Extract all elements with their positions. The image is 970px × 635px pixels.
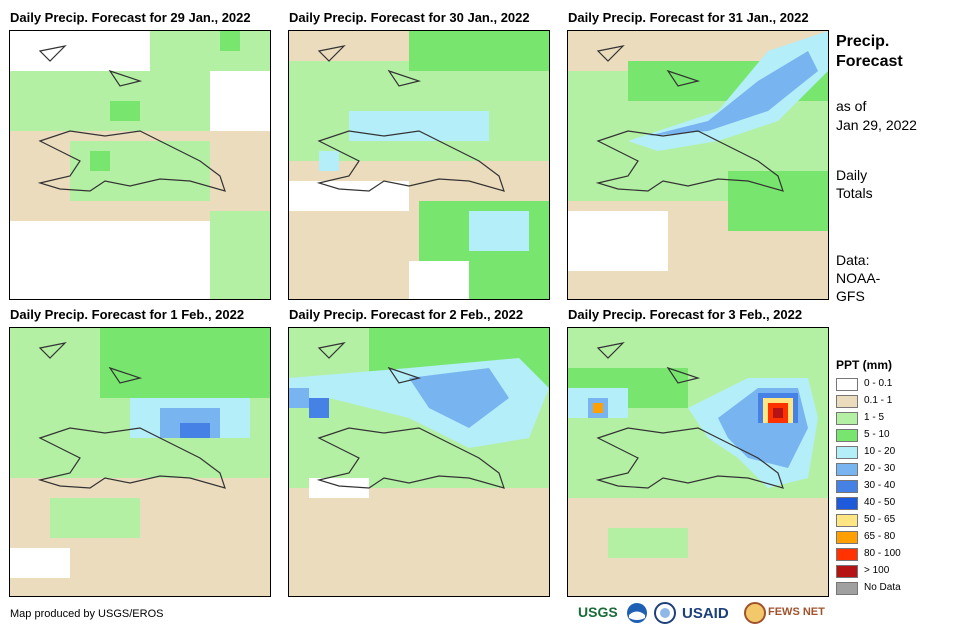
legend-swatch: [836, 446, 858, 459]
coastline: [37, 45, 226, 192]
panel-title-1: Daily Precip. Forecast for 29 Jan., 2022: [10, 10, 251, 25]
panel-title-3: Daily Precip. Forecast for 31 Jan., 2022: [568, 10, 809, 25]
map-panel-4: [9, 327, 271, 597]
legend-swatch: [836, 548, 858, 561]
panel-title-6: Daily Precip. Forecast for 3 Feb., 2022: [568, 307, 803, 322]
legend-swatch: [836, 480, 858, 493]
data-line3: GFS: [836, 288, 865, 304]
map-panel-1: [9, 30, 271, 300]
panel-title-2: Daily Precip. Forecast for 30 Jan., 2022: [289, 10, 530, 25]
legend-label: > 100: [864, 565, 890, 576]
noaa-logo: [627, 603, 647, 623]
legend-swatch: [836, 497, 858, 510]
asof-line2: Jan 29, 2022: [836, 117, 917, 133]
precip-map-1: [10, 31, 270, 299]
legend-swatch: [836, 412, 858, 425]
legend-swatch: [836, 565, 858, 578]
legend-label: 80 - 100: [864, 548, 901, 559]
footer-credit: Map produced by USGS/EROS: [10, 608, 164, 620]
coastline: [316, 45, 505, 192]
coastline: [595, 45, 784, 192]
seal-logo: [654, 602, 676, 624]
legend-swatch: [836, 395, 858, 408]
usaid-logo: USAID: [682, 605, 729, 622]
panel-title-5: Daily Precip. Forecast for 2 Feb., 2022: [289, 307, 524, 322]
legend-label: No Data: [864, 582, 901, 593]
fewsnet-logo: FEWS NET: [768, 606, 825, 618]
legend-label: 50 - 65: [864, 514, 896, 525]
legend-swatch: [836, 378, 858, 391]
precip-map-4: [10, 328, 270, 596]
panel-title-4: Daily Precip. Forecast for 1 Feb., 2022: [10, 307, 245, 322]
legend-swatch: [836, 429, 858, 442]
legend-label: 10 - 20: [864, 446, 896, 457]
precip-map-5: [289, 328, 549, 596]
legend-label: 0.1 - 1: [864, 395, 893, 406]
legend-swatch: [836, 514, 858, 527]
map-panel-6: [567, 327, 829, 597]
data-line1: Data:: [836, 252, 870, 268]
map-panel-5: [288, 327, 550, 597]
precip-map-6: [568, 328, 828, 596]
legend-swatch: [836, 463, 858, 476]
legend-label: 1 - 5: [864, 412, 885, 423]
legend-label: 65 - 80: [864, 531, 896, 542]
fewsnet-globe-logo: [744, 602, 766, 624]
legend-label: 0 - 0.1: [864, 378, 893, 389]
data-line2: NOAA-: [836, 270, 881, 286]
usgs-logo: USGS: [578, 604, 618, 620]
map-panel-3: [567, 30, 829, 300]
legend-swatch: [836, 582, 858, 595]
side-title-line2: Forecast: [836, 53, 903, 70]
asof-line1: as of: [836, 98, 867, 114]
legend-title: PPT (mm): [836, 358, 893, 372]
coastline: [37, 342, 226, 489]
legend-label: 30 - 40: [864, 480, 896, 491]
precip-map-3: [568, 31, 828, 299]
totals-line2: Totals: [836, 185, 873, 201]
coastline: [595, 342, 784, 489]
legend-label: 20 - 30: [864, 463, 896, 474]
map-panel-2: [288, 30, 550, 300]
totals-line1: Daily: [836, 167, 868, 183]
precip-map-2: [289, 31, 549, 299]
legend-label: 5 - 10: [864, 429, 890, 440]
coastline: [316, 342, 505, 489]
side-title-line1: Precip.: [836, 33, 890, 50]
legend-label: 40 - 50: [864, 497, 896, 508]
legend-swatch: [836, 531, 858, 544]
